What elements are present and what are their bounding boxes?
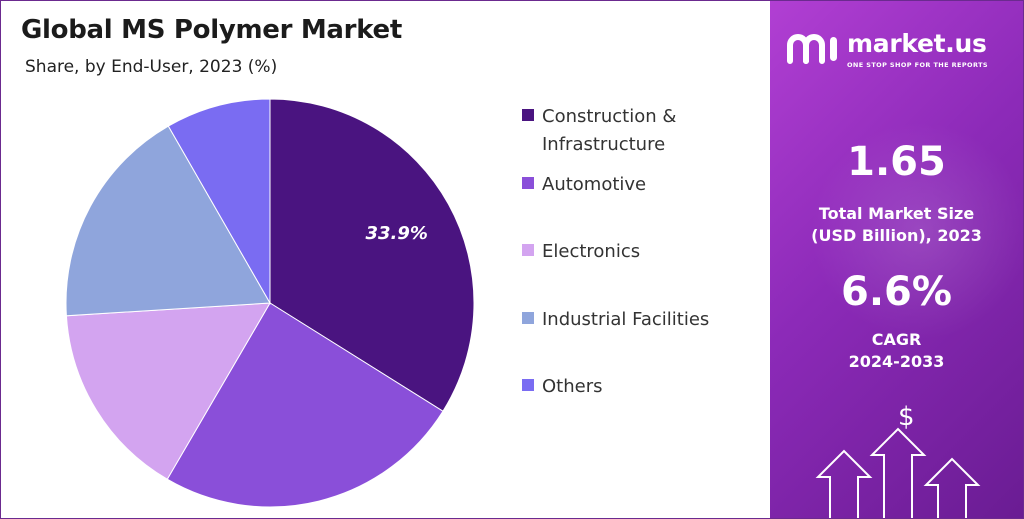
background-glow xyxy=(810,121,1023,341)
dollar-icon: $ xyxy=(898,402,915,432)
legend-swatch xyxy=(522,244,534,256)
brand-tagline: ONE STOP SHOP FOR THE REPORTS xyxy=(847,61,988,69)
cagr-label: CAGR 2024-2033 xyxy=(848,330,945,371)
brand-name: market.us xyxy=(847,29,987,58)
cagr-value: 6.6% xyxy=(841,269,952,315)
summary-panel: market.us ONE STOP SHOP FOR THE REPORTS … xyxy=(770,1,1023,518)
chart-title: Global MS Polymer Market xyxy=(21,15,402,45)
pie-slice-construction xyxy=(269,98,475,412)
pie-chart: 33.9% xyxy=(65,98,475,508)
legend-swatch xyxy=(522,177,534,189)
legend-label: Industrial Facilities xyxy=(542,309,710,330)
legend-label: Construction & Infrastructure xyxy=(542,106,677,155)
growth-arrows-icon: $ xyxy=(815,402,981,518)
data-label-construction: 33.9% xyxy=(365,223,427,244)
pie-slice-automotive xyxy=(166,302,444,508)
market-size-label: Total Market Size (USD Billion), 2023 xyxy=(811,204,982,245)
market-us-logo-icon xyxy=(787,34,837,64)
legend-swatch xyxy=(522,109,534,121)
legend-label: Electronics xyxy=(542,241,641,262)
market-size-value: 1.65 xyxy=(847,139,946,185)
pie-slice-industrial-facilities xyxy=(65,125,271,317)
legend-swatch xyxy=(522,379,534,391)
chart-panel: Global MS Polymer Market Share, by End-U… xyxy=(1,1,769,518)
legend-label: Others xyxy=(542,376,603,397)
legend-label: Automotive xyxy=(542,174,647,195)
pie-slice-others xyxy=(167,98,271,305)
chart-subtitle: Share, by End-User, 2023 (%) xyxy=(25,57,278,77)
legend-swatch xyxy=(522,312,534,324)
pie-slice-electronics xyxy=(65,302,271,480)
